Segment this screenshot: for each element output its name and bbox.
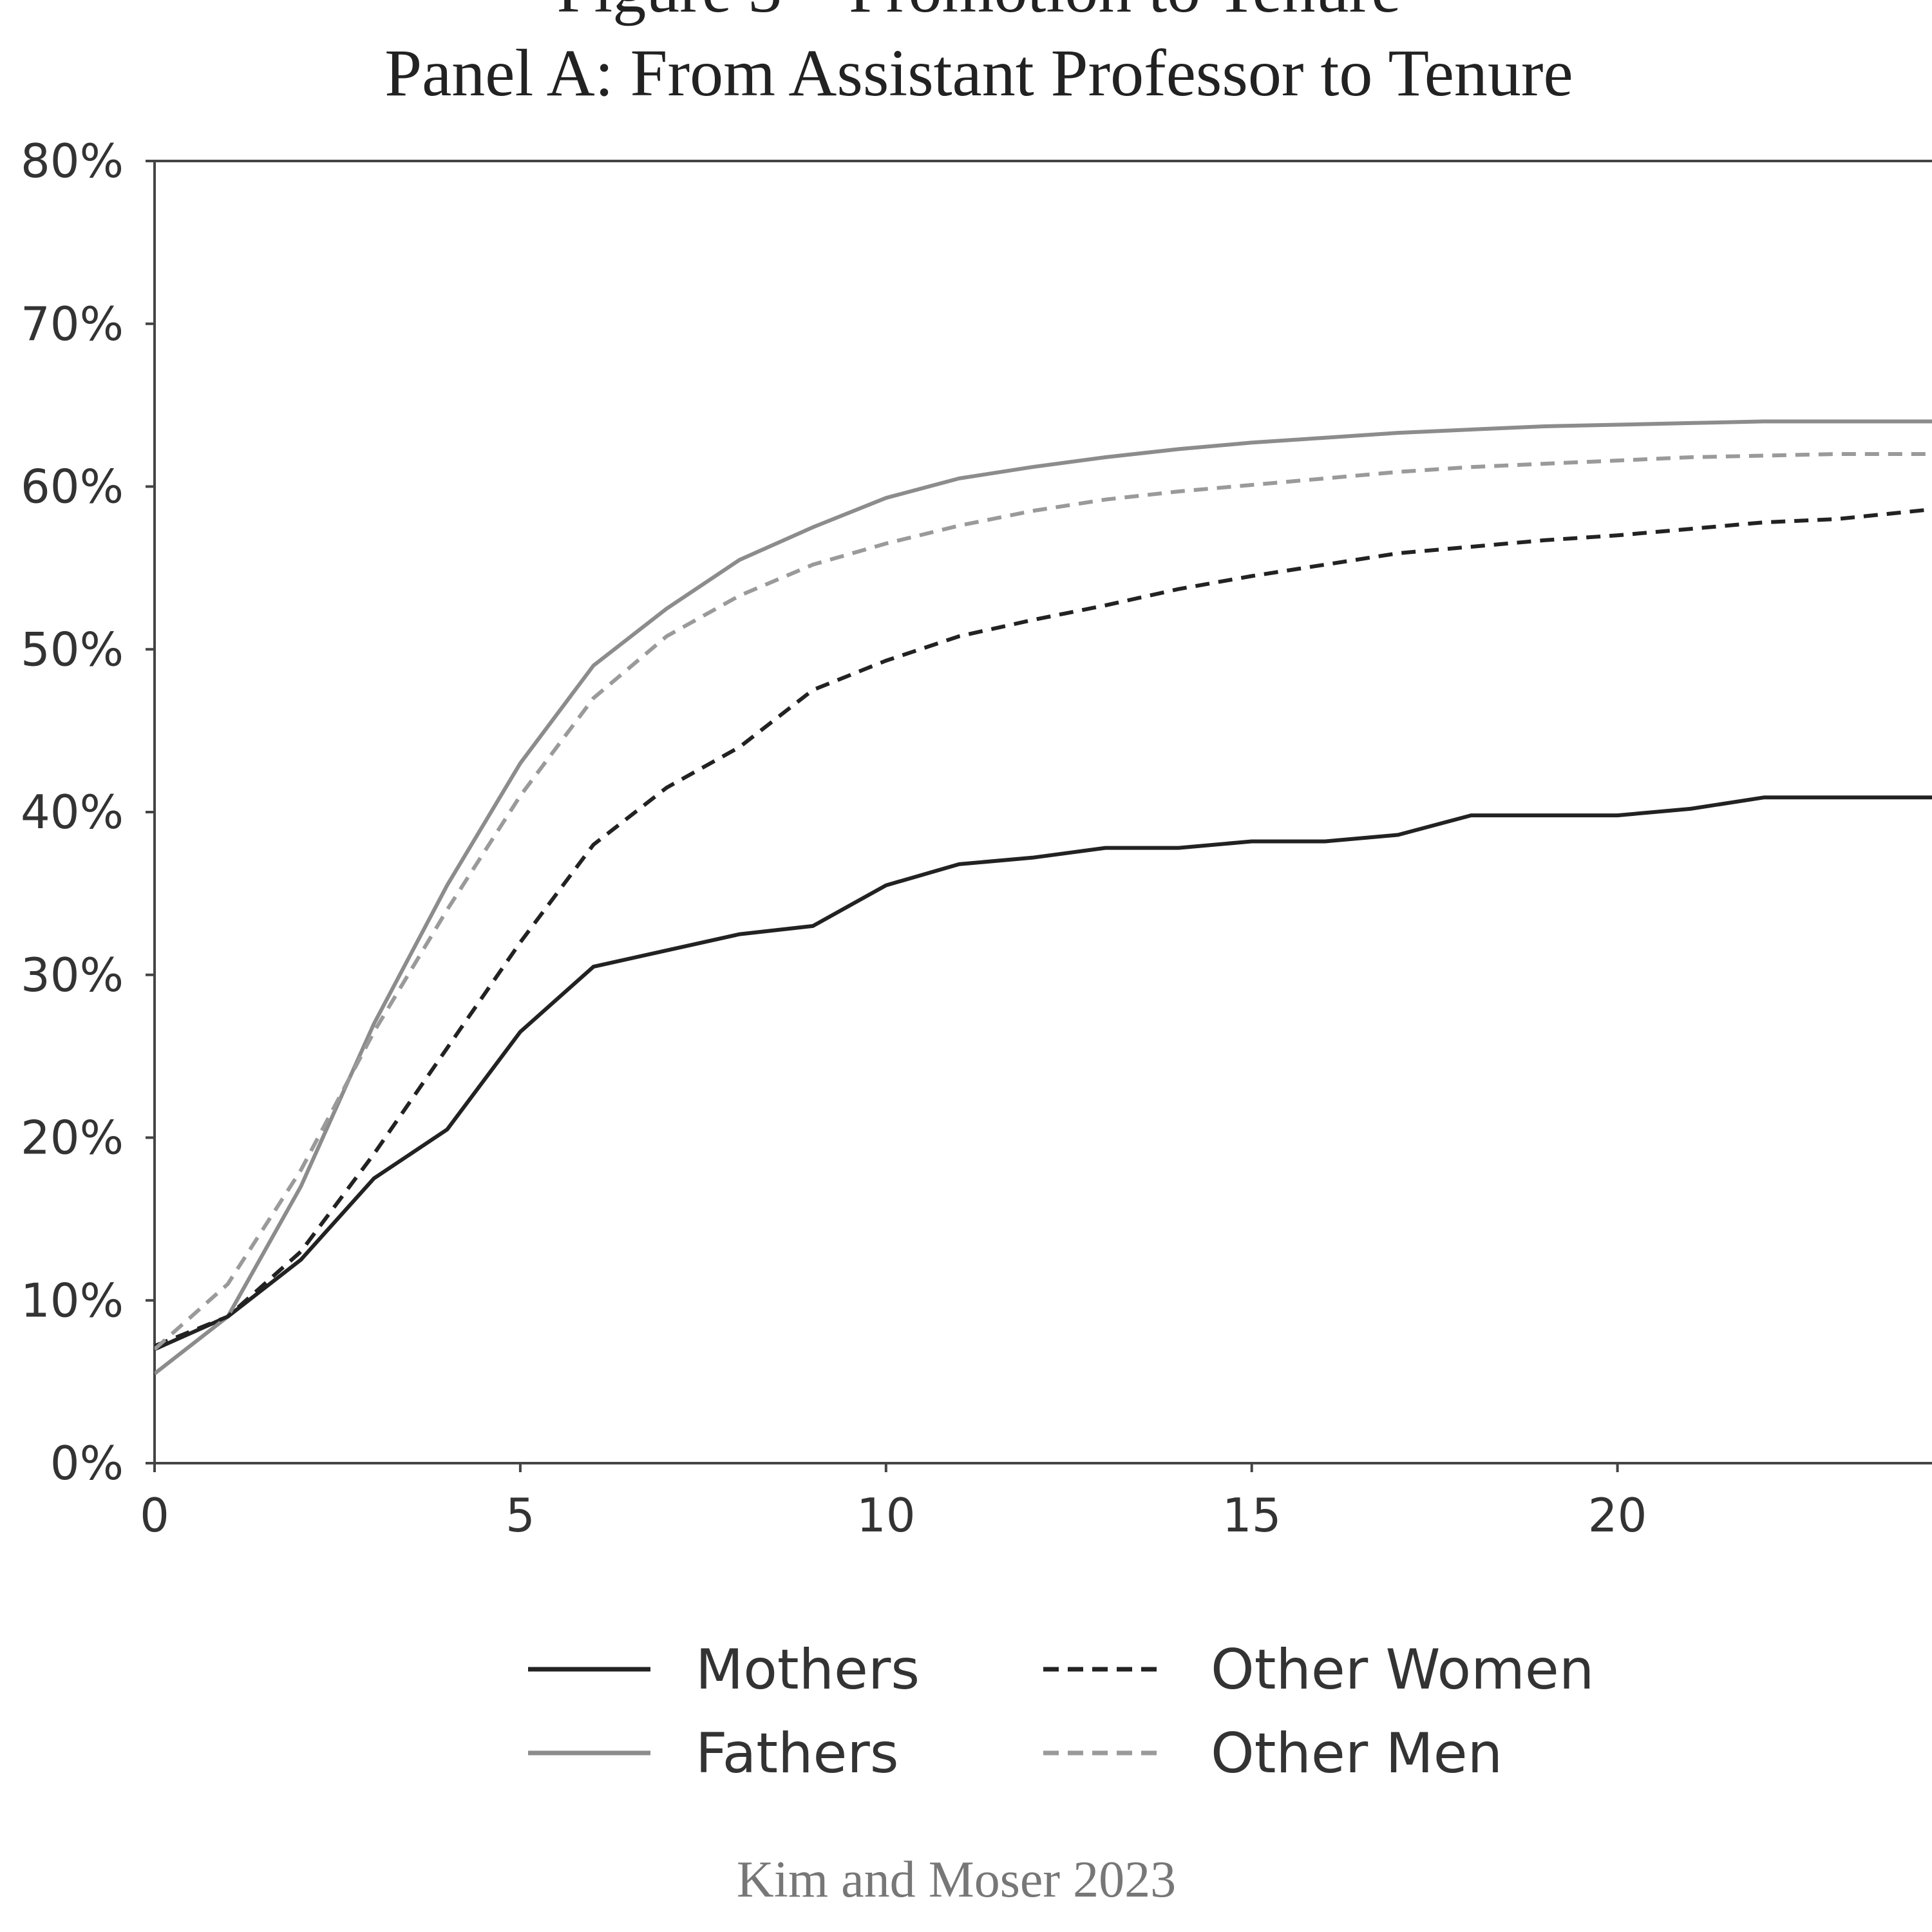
y-tick-label: 0% xyxy=(50,1436,124,1490)
x-tick-label: 10 xyxy=(857,1488,916,1542)
legend-label: Other Women xyxy=(1211,1638,1594,1702)
y-tick-label: 70% xyxy=(21,297,124,351)
series-line-other-women xyxy=(155,507,1932,1348)
series-lines xyxy=(155,419,1932,1376)
legend-label: Other Men xyxy=(1211,1721,1502,1786)
x-tick-label: 15 xyxy=(1222,1488,1282,1542)
legend-item-other-women: Other Women xyxy=(1043,1638,1594,1702)
panel-title: Panel A: From Assistant Professor to Ten… xyxy=(384,36,1573,110)
figure-heading: Figure 3 – Promotion to Tenure xyxy=(557,0,1401,26)
y-tick-label: 30% xyxy=(21,948,124,1002)
x-axis: 0 5 10 15 20 xyxy=(140,1463,1647,1542)
legend: Mothers Fathers Other Women Other Men xyxy=(528,1638,1594,1786)
y-tick-label: 40% xyxy=(21,785,124,839)
series-line-fathers xyxy=(155,419,1932,1376)
y-tick-label: 50% xyxy=(21,622,124,676)
series-line-other-men xyxy=(155,452,1932,1351)
y-tick-label: 10% xyxy=(21,1273,124,1327)
series-line-mothers xyxy=(155,795,1932,1351)
legend-item-other-men: Other Men xyxy=(1043,1721,1502,1786)
x-tick-label: 20 xyxy=(1588,1488,1647,1542)
legend-label: Mothers xyxy=(696,1638,920,1702)
x-tick-label: 5 xyxy=(506,1488,535,1542)
legend-item-mothers: Mothers xyxy=(528,1638,920,1702)
source-credit: Kim and Moser 2023 xyxy=(737,1852,1176,1908)
y-tick-label: 60% xyxy=(21,460,124,514)
legend-label: Fathers xyxy=(696,1721,899,1786)
legend-item-fathers: Fathers xyxy=(528,1721,899,1786)
y-tick-label: 20% xyxy=(21,1111,124,1165)
x-tick-label: 0 xyxy=(140,1488,169,1542)
y-tick-label: 80% xyxy=(21,134,124,188)
y-axis: 0% 10% 20% 30% 40% 50% 60% 70% 80% xyxy=(21,134,155,1490)
